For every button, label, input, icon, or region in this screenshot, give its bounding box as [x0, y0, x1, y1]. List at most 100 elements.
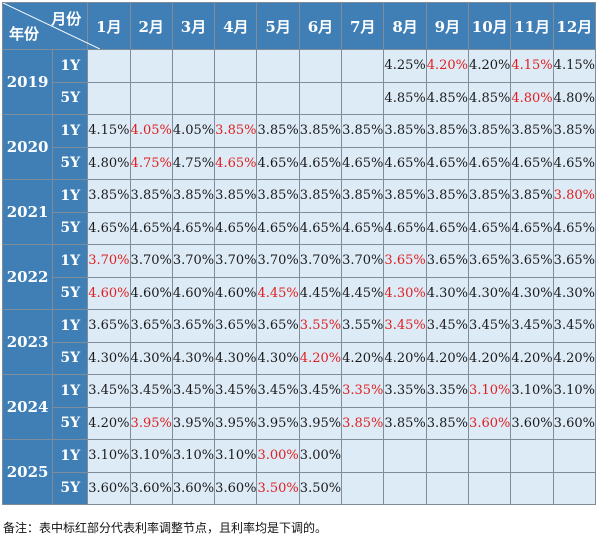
rate-cell: 4.80% — [552, 81, 596, 115]
rate-cell: 3.65% — [425, 244, 470, 278]
rate-cell — [383, 439, 427, 473]
rate-cell: 4.65% — [425, 146, 470, 180]
rate-cell: 3.65% — [171, 309, 216, 343]
rate-cell: 3.60% — [552, 406, 596, 440]
rate-cell: 4.60% — [129, 276, 173, 310]
rate-cell: 4.65% — [468, 211, 512, 245]
rate-cell: 4.65% — [214, 211, 258, 245]
rate-cell: 4.85% — [425, 81, 470, 115]
rate-cell — [468, 471, 512, 505]
rate-cell: 3.85% — [341, 114, 385, 148]
month-header: 4月 — [214, 2, 258, 50]
rate-cell: 3.45% — [214, 374, 258, 408]
rate-cell: 3.10% — [510, 374, 554, 408]
rate-cell: 3.45% — [298, 374, 343, 408]
rate-cell: 3.10% — [171, 439, 216, 473]
rate-cell-adjusted: 3.65% — [383, 244, 427, 278]
rate-cell: 3.85% — [510, 179, 554, 213]
rate-cell — [552, 439, 596, 473]
rate-cell: 4.30% — [510, 276, 554, 310]
rate-cell-adjusted: 3.00% — [256, 439, 300, 473]
rate-cell-adjusted: 3.10% — [468, 374, 512, 408]
term-cell: 5Y — [52, 471, 89, 505]
rate-cell: 3.85% — [87, 179, 131, 213]
rate-cell: 3.10% — [214, 439, 258, 473]
table-row: 5Y 4.80% 4.75% 4.75% 4.65% 4.65% 4.65% 4.65% 4.6… — [3, 146, 596, 180]
rate-cell-adjusted: 3.50% — [256, 471, 300, 505]
corner-diagonal — [3, 3, 100, 49]
rate-cell: 4.60% — [214, 276, 258, 310]
rate-cell — [171, 81, 216, 115]
rate-cell: 3.60% — [214, 471, 258, 505]
rate-cell — [552, 471, 596, 505]
rate-cell: 4.20% — [341, 341, 385, 375]
rate-cell: 3.35% — [425, 374, 470, 408]
rate-cell: 4.20% — [468, 49, 512, 83]
rate-cell — [87, 49, 131, 83]
table-row: 2023 1Y 3.65% 3.65% 3.65% 3.65% 3.65% 3.55% 3.55… — [1, 309, 596, 375]
table-row: 5Y 4.30% 4.30% 4.30% 4.30% 4.30% 4.20% 4.20% 4.2… — [3, 341, 596, 375]
rate-cell: 3.45% — [87, 374, 131, 408]
term-cell: 5Y — [52, 146, 89, 180]
rate-cell-adjusted: 3.45% — [383, 309, 427, 343]
rate-cell: 3.95% — [256, 406, 300, 440]
rate-cell-adjusted: 3.85% — [341, 406, 385, 440]
rate-cell — [341, 81, 385, 115]
rate-cell: 3.45% — [552, 309, 596, 343]
rate-cell: 3.85% — [425, 406, 470, 440]
rate-cell: 4.20% — [87, 406, 131, 440]
table-row: 5Y 4.60% 4.60% 4.60% 4.60% 4.45% 4.45% 4.45% 4.3… — [3, 276, 596, 310]
rate-cell-adjusted: 3.35% — [341, 374, 385, 408]
term-cell: 1Y — [52, 374, 89, 408]
corner-header: 月份 年份 — [1, 2, 100, 50]
rate-cell: 3.65% — [256, 309, 300, 343]
term-cell: 1Y — [52, 439, 89, 473]
term-cell: 5Y — [52, 211, 89, 245]
table-row: 5Y 4.85% 4.85% 4.85% 4.80% 4.80% — [3, 81, 596, 115]
rate-cell: 3.50% — [298, 471, 343, 505]
rate-cell: 3.85% — [383, 406, 427, 440]
month-header: 7月 — [341, 2, 385, 50]
rate-cell: 4.85% — [383, 81, 427, 115]
term-cell: 1Y — [52, 244, 89, 278]
rate-cell — [383, 471, 427, 505]
table-row: 2019 1Y 4.25% 4.20% 4.20% 4.15% 4.15% — [1, 49, 596, 115]
rate-cell: 4.65% — [129, 211, 173, 245]
table-row: 2021 1Y 3.85% 3.85% 3.85% 3.85% 3.85% 3.85% 3.85… — [1, 179, 596, 245]
rate-cell — [425, 439, 470, 473]
rate-cell: 3.45% — [510, 309, 554, 343]
rate-cell — [171, 49, 216, 83]
month-header: 12月 — [552, 2, 596, 50]
rate-cell-adjusted: 4.60% — [87, 276, 131, 310]
rate-cell: 3.65% — [129, 309, 173, 343]
rate-cell: 3.95% — [214, 406, 258, 440]
rate-cell: 4.30% — [214, 341, 258, 375]
rate-cell — [341, 471, 385, 505]
year-cell: 2025 — [1, 439, 54, 505]
rate-cell — [298, 81, 343, 115]
rate-cell: 3.60% — [510, 406, 554, 440]
table-body: 2019 1Y 4.25% 4.20% 4.20% 4.15% 4.15% 5Y 4.85% 4.… — [1, 49, 596, 505]
rate-cell — [510, 471, 554, 505]
term-cell: 5Y — [52, 341, 89, 375]
rate-cell — [298, 49, 343, 83]
table-row: 5Y 3.60% 3.60% 3.60% 3.60% 3.50% 3.50% — [3, 471, 596, 505]
rate-cell: 3.10% — [552, 374, 596, 408]
rate-cell: 3.95% — [298, 406, 343, 440]
header-row: 月份 年份 1月 2月 3月 4月 5月 6月 7月 8月 9月 10月 11月 12月 — [1, 2, 596, 50]
rate-cell-adjusted: 4.05% — [129, 114, 173, 148]
rate-cell — [468, 439, 512, 473]
rate-cell-adjusted: 4.15% — [510, 49, 554, 83]
rate-cell: 3.45% — [425, 309, 470, 343]
corner-year-label: 年份 — [9, 25, 40, 43]
rate-cell: 4.65% — [341, 211, 385, 245]
rate-cell: 4.75% — [171, 146, 216, 180]
rate-cell: 3.85% — [468, 179, 512, 213]
rate-cell — [256, 81, 300, 115]
year-cell: 2022 — [1, 244, 54, 310]
rate-cell: 3.65% — [510, 244, 554, 278]
rate-cell: 4.65% — [87, 211, 131, 245]
rate-cell: 3.45% — [129, 374, 173, 408]
rate-cell: 4.15% — [87, 114, 131, 148]
rate-cell: 3.65% — [468, 244, 512, 278]
